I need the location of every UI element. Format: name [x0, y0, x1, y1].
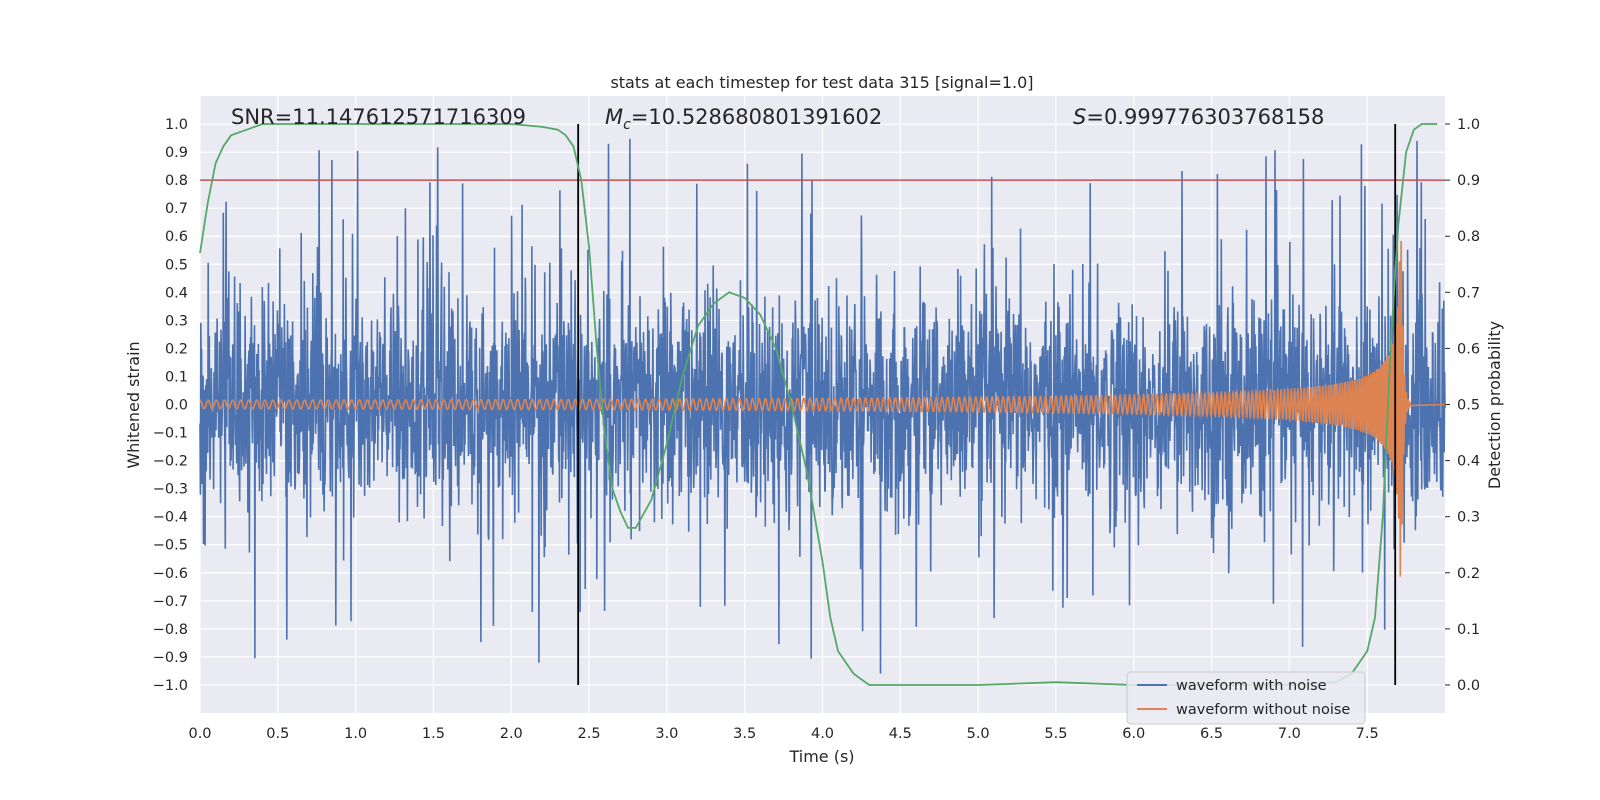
- x-tick-label: 3.0: [655, 726, 678, 742]
- y-tick-label: 0.5: [165, 257, 188, 273]
- x-tick-label: 6.5: [1200, 726, 1223, 742]
- y-tick-label: 0.4: [165, 285, 188, 301]
- y-tick-label: −1.0: [153, 678, 188, 694]
- snr-annotation: SNR=11.147612571716309: [231, 105, 526, 129]
- y2-tick-labels: 1.0 0.9 0.8 0.7 0.6 0.5 0.4 0.3 0.2 0.1 0.0: [1445, 117, 1480, 694]
- x-tick-label: 2.5: [578, 726, 601, 742]
- chart-title: stats at each timestep for test data 315…: [610, 73, 1033, 92]
- y-tick-label: −0.9: [153, 650, 188, 666]
- y-tick-label: 0.9: [165, 145, 188, 161]
- y2-tick-label: 0.9: [1457, 173, 1480, 189]
- x-tick-label: 4.5: [889, 726, 912, 742]
- score-annotation: S=0.999776303768158: [1073, 105, 1324, 129]
- score-value: =0.999776303768158: [1086, 105, 1324, 129]
- y2-tick-label: 0.8: [1457, 229, 1480, 245]
- y-tick-label: 0.2: [165, 341, 188, 357]
- x-tick-label: 1.0: [344, 726, 367, 742]
- y-tick-label: 0.8: [165, 173, 188, 189]
- y-axis-label: Whitened strain: [124, 341, 143, 468]
- y2-tick-label: 1.0: [1457, 117, 1480, 133]
- probability-trace: [199, 123, 1438, 686]
- y-tick-label: −0.3: [153, 482, 188, 498]
- y-tick-label: 0.7: [165, 201, 188, 217]
- y2-tick-label: 0.4: [1457, 454, 1480, 470]
- vertical-markers: [577, 124, 1397, 685]
- chirp-mass-subscript: c: [623, 117, 631, 133]
- x-axis-label: Time (s): [788, 747, 854, 766]
- x-tick-label: 3.5: [733, 726, 756, 742]
- y2-tick-label: 0.7: [1457, 285, 1480, 301]
- y-tick-label: −0.6: [153, 566, 188, 582]
- legend-label-no-noise: waveform without noise: [1176, 702, 1350, 718]
- x-tick-labels: 0.0 0.5 1.0 1.5 2.0 2.5 3.0 3.5 4.0 4.5 5.0 5.5 6.0 6…: [188, 726, 1378, 742]
- x-tick-label: 6.0: [1122, 726, 1145, 742]
- y-tick-label: −0.4: [153, 510, 188, 526]
- x-tick-label: 5.0: [967, 726, 990, 742]
- y2-tick-label: 0.5: [1457, 398, 1480, 414]
- x-tick-label: 1.5: [422, 726, 445, 742]
- y-tick-labels: 1.0 0.9 0.8 0.7 0.6 0.5 0.4 0.3 0.2 0.1 0.0 −0.1 −0.…: [153, 117, 188, 694]
- score-symbol: S: [1073, 105, 1086, 129]
- y-tick-label: −0.8: [153, 622, 188, 638]
- y-tick-label: −0.1: [153, 426, 188, 442]
- y-tick-label: 1.0: [165, 117, 188, 133]
- x-tick-label: 7.0: [1278, 726, 1301, 742]
- chirp-mass-symbol: M: [605, 105, 623, 129]
- x-tick-label: 2.0: [500, 726, 523, 742]
- y-tick-label: −0.5: [153, 538, 188, 554]
- series-detection-probability: [199, 123, 1438, 686]
- y2-tick-label: 0.0: [1457, 678, 1480, 694]
- y-tick-label: −0.7: [153, 594, 188, 610]
- y2-tick-label: 0.2: [1457, 566, 1480, 582]
- y2-tick-label: 0.3: [1457, 510, 1480, 526]
- y-tick-label: −0.2: [153, 454, 188, 470]
- chirp-mass-value: =10.528680801391602: [631, 105, 882, 129]
- x-tick-label: 7.5: [1356, 726, 1379, 742]
- y-tick-label: 0.6: [165, 229, 188, 245]
- legend-box: [1126, 671, 1366, 725]
- y-tick-label: 0.0: [165, 398, 188, 414]
- y2-axis-label: Detection probability: [1485, 321, 1504, 489]
- y2-tick-label: 0.6: [1457, 341, 1480, 357]
- x-tick-label: 5.5: [1044, 726, 1067, 742]
- y2-tick-label: 0.1: [1457, 622, 1480, 638]
- chirp-trace: [199, 240, 1446, 577]
- y-tick-label: 0.1: [165, 369, 188, 385]
- chirp-mass-annotation: Mc=10.528680801391602: [605, 105, 882, 133]
- x-tick-label: 0.5: [266, 726, 289, 742]
- series-waveform-without-noise: [199, 240, 1446, 577]
- legend: waveform with noise waveform without noi…: [1126, 671, 1366, 725]
- y-tick-label: 0.3: [165, 313, 188, 329]
- x-tick-label: 0.0: [188, 726, 211, 742]
- x-tick-label: 4.0: [811, 726, 834, 742]
- legend-label-noise: waveform with noise: [1176, 678, 1327, 694]
